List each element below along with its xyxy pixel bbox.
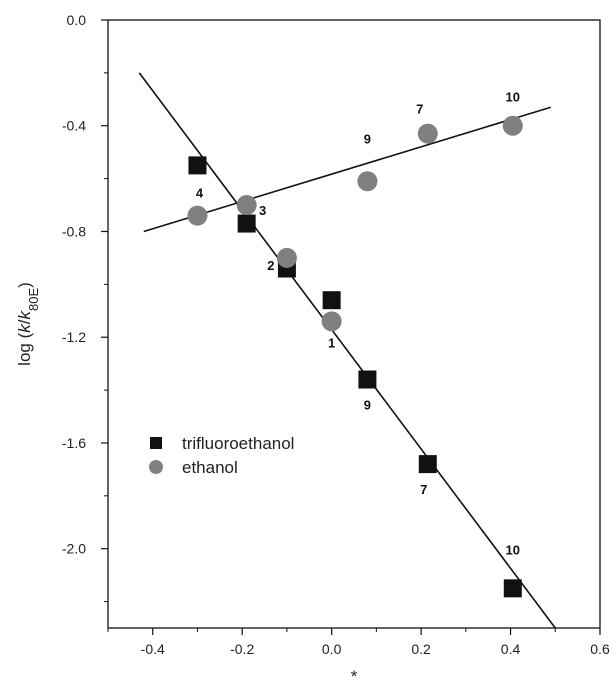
x-axis-label: * <box>351 667 358 682</box>
y-tick-label: -0.4 <box>62 118 86 134</box>
y-tick-label: -2.0 <box>62 541 86 557</box>
point-trifluoroethanol-3 <box>322 291 341 310</box>
point-ethanol-5 <box>417 123 438 144</box>
y-tick-label: 0.0 <box>67 12 87 28</box>
point-trifluoroethanol-1 <box>237 214 256 233</box>
legend-label-trifluoroethanol: trifluoroethanol <box>182 434 294 453</box>
legend: trifluoroethanol ethanol <box>149 434 294 477</box>
x-tick-label: 0.0 <box>322 641 342 657</box>
point-labels: 9 7 10 4 3 2 1 9 7 10 <box>196 90 520 558</box>
point-ethanol-1 <box>236 195 257 216</box>
x-tick-label: -0.2 <box>230 641 254 657</box>
x-tick-label: 0.2 <box>411 641 431 657</box>
point-label: 9 <box>364 398 371 413</box>
y-tick-label: -0.8 <box>62 223 86 239</box>
point-label: 2 <box>267 258 274 273</box>
point-label: 3 <box>259 203 266 218</box>
point-trifluoroethanol-0 <box>188 156 207 175</box>
legend-label-ethanol: ethanol <box>182 458 238 477</box>
axis-ticks <box>101 19 601 635</box>
point-ethanol-3 <box>321 311 342 332</box>
y-tick-label: -1.2 <box>62 329 86 345</box>
point-label: 7 <box>416 102 423 117</box>
point-trifluoroethanol-6 <box>503 579 522 598</box>
fit-line-ethanol <box>143 106 552 233</box>
point-label: 10 <box>506 542 520 557</box>
plot-frame <box>107 19 601 629</box>
point-label: 1 <box>328 335 335 350</box>
fit-line-trifluoroethanol <box>138 72 556 629</box>
point-ethanol-2 <box>276 247 297 268</box>
point-ethanol-4 <box>357 171 378 192</box>
point-ethanol-6 <box>502 115 523 136</box>
x-tick-label: 0.6 <box>590 641 610 657</box>
x-tick-label: 0.4 <box>501 641 521 657</box>
point-label: 9 <box>364 131 371 146</box>
point-label: 7 <box>420 482 427 497</box>
data-points <box>187 115 523 598</box>
legend-marker-ethanol <box>149 460 163 474</box>
legend-marker-trifluoroethanol <box>150 437 162 449</box>
x-tick-label: -0.4 <box>141 641 165 657</box>
y-tick-label: -1.6 <box>62 435 86 451</box>
fit-lines <box>138 72 556 629</box>
point-label: 10 <box>506 90 520 105</box>
point-trifluoroethanol-5 <box>418 455 437 474</box>
point-ethanol-0 <box>187 205 208 226</box>
point-trifluoroethanol-4 <box>358 370 377 389</box>
point-label: 4 <box>196 186 204 201</box>
axis-tick-labels: -0.4 -0.2 0.0 0.2 0.4 0.6 0.0 -0.4 -0.8 -1.2 -1.6 -… <box>62 12 610 657</box>
y-axis-label: log (k/k80E) <box>15 282 41 366</box>
